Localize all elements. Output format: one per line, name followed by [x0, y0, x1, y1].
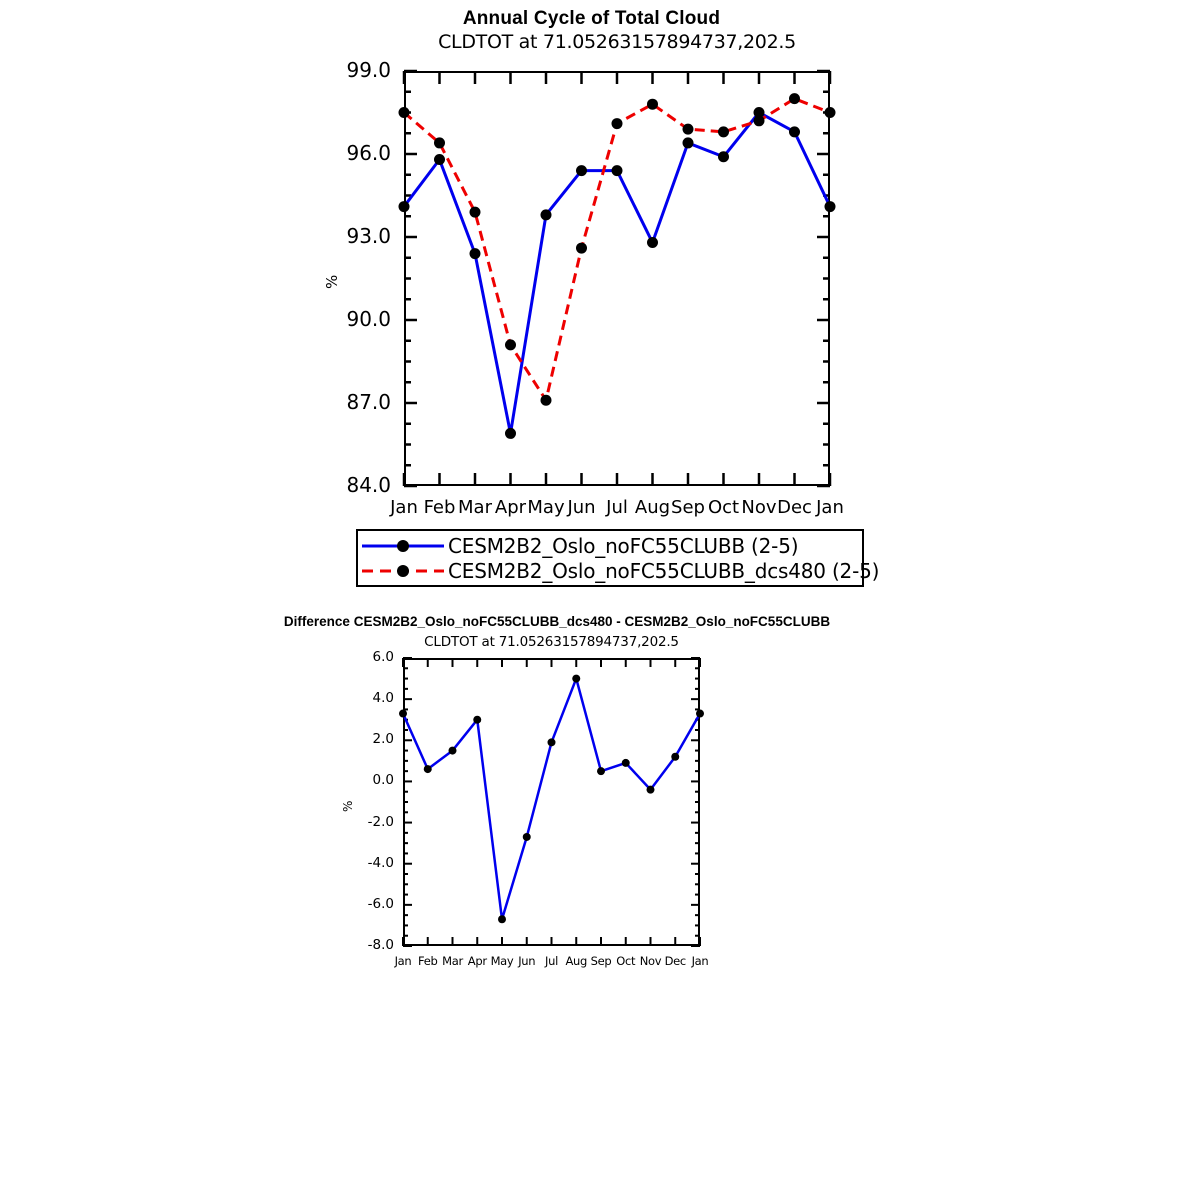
data-point-marker — [647, 237, 658, 249]
xtick-label: Jan — [691, 954, 709, 968]
xtick-label: Sep — [590, 954, 612, 968]
data-point-marker — [611, 165, 623, 177]
xtick-label: Oct — [616, 954, 636, 968]
data-point-marker — [621, 758, 630, 767]
data-point-marker — [576, 165, 587, 177]
ytick-label: 84.0 — [346, 473, 391, 497]
data-point-marker — [682, 123, 694, 135]
ytick-label: 87.0 — [346, 390, 391, 414]
data-point-marker — [498, 915, 506, 924]
ytick-label: 0.0 — [372, 772, 394, 789]
xtick-label: Apr — [467, 954, 487, 968]
data-point-marker — [399, 709, 407, 718]
diff-panel-subtitle: CLDTOT at 71.05263157894737,202.5 — [424, 634, 679, 650]
xtick-label: Jul — [606, 497, 628, 518]
data-point-marker — [398, 201, 410, 213]
legend-label-series1: CESM2B2_Oslo_noFC55CLUBB (2-5) — [448, 533, 799, 558]
xtick-label: Jul — [545, 954, 558, 968]
xtick-label: Jan — [816, 497, 844, 518]
xtick-label: Apr — [494, 497, 527, 518]
data-point-marker — [789, 93, 800, 105]
xtick-label: May — [527, 497, 565, 518]
ytick-label: -6.0 — [367, 895, 394, 912]
data-point-marker — [505, 339, 516, 351]
ytick-label: 6.0 — [372, 649, 394, 665]
data-point-marker — [540, 209, 552, 221]
xtick-label: Jan — [390, 497, 418, 518]
data-point-marker — [572, 674, 581, 683]
data-point-marker — [611, 118, 623, 130]
data-point-marker — [753, 107, 765, 118]
data-point-marker — [469, 206, 481, 218]
xtick-label: May — [490, 954, 514, 968]
xtick-label: Jan — [394, 954, 412, 968]
data-point-marker — [522, 832, 531, 841]
legend-box — [356, 529, 864, 587]
ytick-label: -8.0 — [367, 937, 394, 953]
xtick-label: Aug — [634, 497, 671, 518]
legend-swatch-series2 — [360, 561, 446, 581]
legend-item-1[interactable]: CESM2B2_Oslo_noFC55CLUBB_dcs480 (2-5) — [360, 557, 879, 584]
xtick-label: Jun — [567, 497, 596, 518]
data-point-marker — [540, 394, 552, 406]
xtick-label: Mar — [442, 954, 463, 968]
data-point-marker — [473, 715, 482, 724]
data-point-marker — [696, 709, 704, 718]
data-point-marker — [646, 785, 655, 794]
xtick-label: Nov — [639, 954, 662, 968]
data-point-marker — [824, 201, 836, 213]
data-point-marker — [576, 242, 587, 254]
data-point-marker — [789, 126, 800, 138]
xtick-label: Feb — [418, 954, 438, 968]
xtick-label: Nov — [741, 497, 777, 518]
ytick-label: 2.0 — [372, 731, 394, 748]
legend-item-0[interactable]: CESM2B2_Oslo_noFC55CLUBB (2-5) — [360, 532, 799, 559]
ytick-label: 99.0 — [346, 58, 391, 82]
ytick-label: -2.0 — [367, 813, 394, 830]
ytick-label: -4.0 — [367, 854, 394, 871]
ytick-label: 96.0 — [346, 141, 391, 165]
top-panel-title: Annual Cycle of Total Cloud — [462, 8, 721, 29]
data-point-marker — [434, 154, 445, 166]
data-point-marker — [434, 137, 445, 149]
xtick-label: Aug — [565, 954, 588, 968]
xtick-label: Dec — [664, 954, 687, 968]
data-point-marker — [671, 752, 680, 761]
series-line-0 — [401, 677, 702, 921]
legend-swatch-series1 — [360, 536, 446, 556]
ytick-label: 90.0 — [346, 307, 391, 331]
data-point-marker — [597, 767, 605, 776]
xtick-label: Mar — [458, 497, 492, 518]
legend-label-series2: CESM2B2_Oslo_noFC55CLUBB_dcs480 (2-5) — [448, 558, 880, 583]
top-plot-frame — [404, 71, 830, 486]
top-panel-subtitle: CLDTOT at 71.05263157894737,202.5 — [438, 31, 796, 53]
ytick-label: 93.0 — [346, 224, 391, 248]
data-point-marker — [753, 115, 765, 127]
data-point-marker — [824, 107, 836, 118]
xtick-label: Feb — [423, 497, 456, 518]
data-point-marker — [448, 746, 457, 755]
data-point-marker — [718, 151, 729, 163]
data-point-marker — [469, 248, 481, 260]
data-point-marker — [682, 137, 694, 149]
xtick-label: Jun — [518, 954, 536, 968]
diff-plot-ylabel: % — [341, 800, 355, 812]
data-point-marker — [547, 738, 556, 747]
xtick-label: Oct — [707, 497, 740, 518]
ytick-label: 4.0 — [372, 690, 394, 707]
top-plot-canvas — [398, 69, 836, 488]
data-point-marker — [718, 126, 729, 138]
xtick-label: Dec — [777, 497, 812, 518]
data-point-marker — [647, 98, 658, 110]
data-point-marker — [505, 427, 516, 439]
data-point-marker — [398, 107, 410, 118]
diff-panel-title: Difference CESM2B2_Oslo_noFC55CLUBB_dcs4… — [283, 614, 831, 629]
xtick-label: Sep — [671, 497, 705, 518]
data-point-marker — [423, 765, 432, 774]
